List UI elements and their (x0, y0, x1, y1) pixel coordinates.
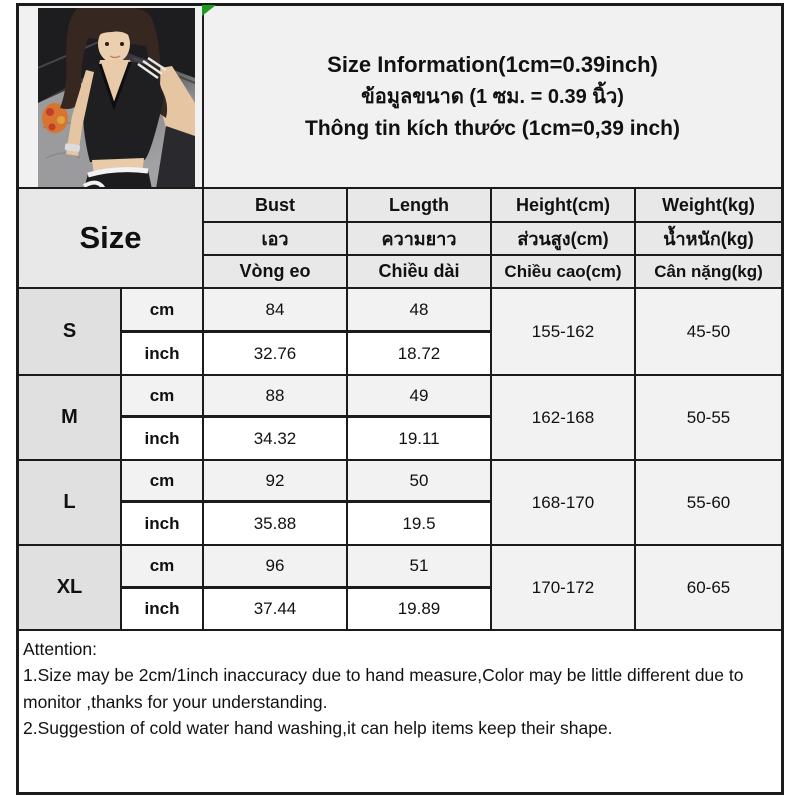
l-bust-cm: 92 (203, 460, 347, 502)
attention-note-1: 1.Size may be 2cm/1inch inaccuracy due t… (23, 665, 744, 712)
selfie-arm (150, 66, 195, 138)
size-row-s-label: S (18, 288, 121, 375)
title-english: Size Information(1cm=0.39inch) (327, 52, 658, 78)
l-height-range: 168-170 (491, 460, 635, 545)
col-header-length-vi: Chiều dài (347, 255, 491, 288)
l-bust-inch: 35.88 (203, 502, 347, 545)
l-length-inch: 19.5 (347, 502, 491, 545)
size-chart-grid: Size Information(1cm=0.39inch) ข้อมูลขนา… (18, 5, 782, 793)
l-length-cm: 50 (347, 460, 491, 502)
unit-inch-label: inch (121, 417, 203, 460)
col-header-length-th: ความยาว (347, 222, 491, 255)
col-header-length-en: Length (347, 188, 491, 222)
col-header-bust-en: Bust (203, 188, 347, 222)
col-header-height-vi: Chiều cao(cm) (491, 255, 635, 288)
col-header-weight-en: Weight(kg) (635, 188, 782, 222)
unit-cm-label: cm (121, 545, 203, 588)
size-row-l-label: L (18, 460, 121, 545)
title-vietnamese: Thông tin kích thước (1cm=0,39 inch) (305, 117, 680, 141)
unit-inch-label: inch (121, 502, 203, 545)
black-top (82, 62, 164, 162)
xl-height-range: 170-172 (491, 545, 635, 630)
hair (60, 8, 168, 118)
xl-bust-inch: 37.44 (203, 588, 347, 630)
m-weight-range: 50-55 (635, 375, 782, 460)
model-photo (38, 8, 195, 187)
s-height-range: 155-162 (491, 288, 635, 375)
xl-bust-cm: 96 (203, 545, 347, 588)
m-bust-cm: 88 (203, 375, 347, 417)
attention-notes: Attention: 1.Size may be 2cm/1inch inacc… (18, 630, 782, 793)
s-length-cm: 48 (347, 288, 491, 332)
watch (64, 143, 81, 152)
attention-note-2: 2.Suggestion of cold water hand washing,… (23, 717, 613, 738)
m-length-cm: 49 (347, 375, 491, 417)
s-bust-inch: 32.76 (203, 332, 347, 375)
unit-cm-label: cm (121, 288, 203, 332)
col-header-height-th: ส่วนสูง(cm) (491, 222, 635, 255)
right-arm (66, 70, 94, 156)
chest (96, 60, 134, 108)
face (98, 25, 130, 63)
title-block: Size Information(1cm=0.39inch) ข้อมูลขนา… (203, 5, 782, 188)
green-corner-flag-icon (202, 5, 216, 16)
col-header-weight-th: น้ำหนัก(kg) (635, 222, 782, 255)
shorts-waistband (87, 167, 149, 178)
col-header-height-en: Height(cm) (491, 188, 635, 222)
xl-weight-range: 60-65 (635, 545, 782, 630)
unit-inch-label: inch (121, 588, 203, 630)
s-bust-cm: 84 (203, 288, 347, 332)
s-weight-range: 45-50 (635, 288, 782, 375)
m-length-inch: 19.11 (347, 417, 491, 460)
unit-inch-label: inch (121, 332, 203, 375)
product-photo-cell (18, 5, 203, 188)
m-bust-inch: 34.32 (203, 417, 347, 460)
size-chart-frame: Size Information(1cm=0.39inch) ข้อมูลขนา… (16, 3, 784, 795)
size-row-m-label: M (18, 375, 121, 460)
shoulder-stripe (137, 62, 159, 80)
unit-cm-label: cm (121, 375, 203, 417)
unit-cm-label: cm (121, 460, 203, 502)
col-header-weight-vi: Cân nặng(kg) (635, 255, 782, 288)
size-row-xl-label: XL (18, 545, 121, 630)
title-thai: ข้อมูลขนาด (1 ซม. = 0.39 นิ้ว) (361, 86, 624, 109)
col-header-bust-th: เอว (203, 222, 347, 255)
l-weight-range: 55-60 (635, 460, 782, 545)
attention-heading: Attention: (23, 639, 97, 659)
xl-length-cm: 51 (347, 545, 491, 588)
xl-length-inch: 19.89 (347, 588, 491, 630)
size-column-header: Size (18, 188, 203, 288)
s-length-inch: 18.72 (347, 332, 491, 375)
m-height-range: 162-168 (491, 375, 635, 460)
col-header-bust-vi: Vòng eo (203, 255, 347, 288)
